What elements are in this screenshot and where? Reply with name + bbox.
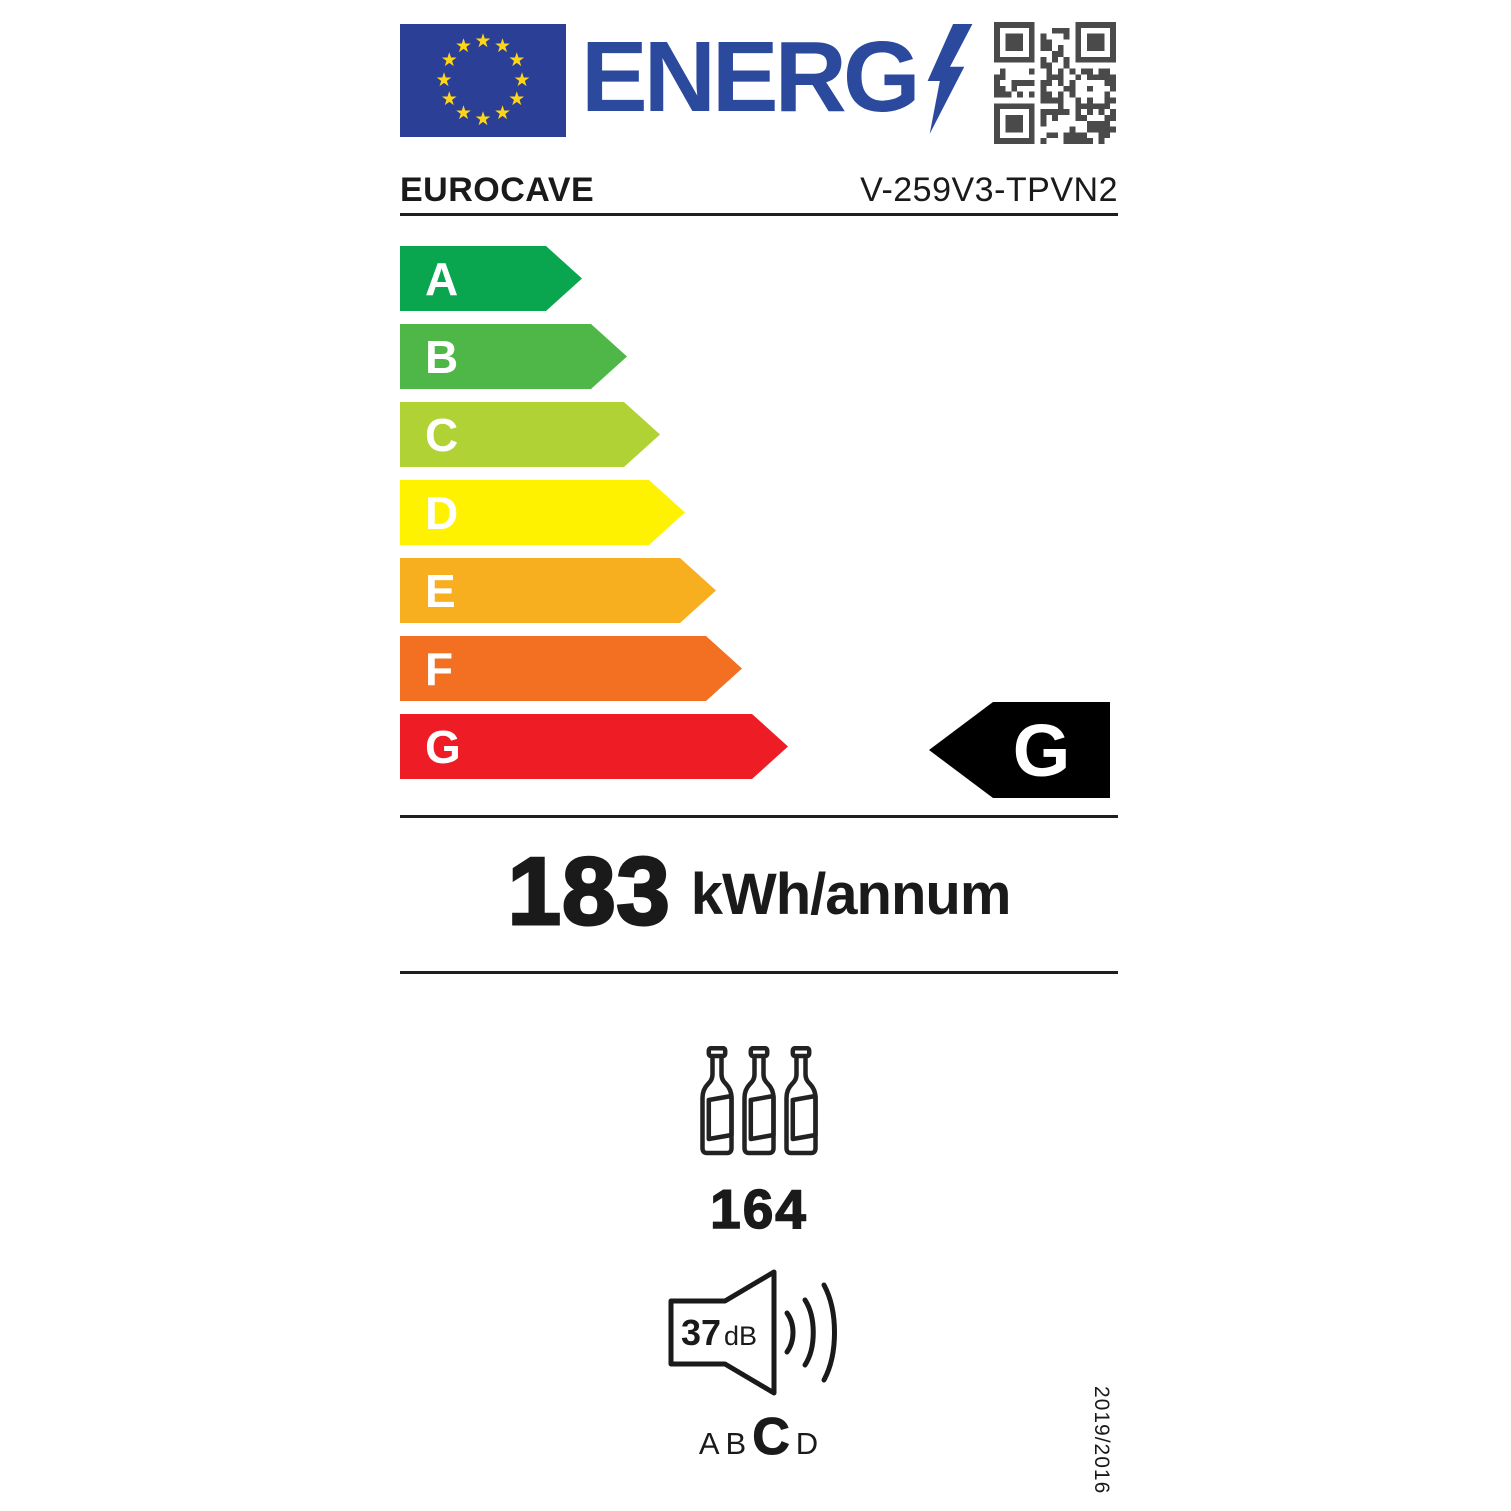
model-identifier: V-259V3-TPVN2 [860, 171, 1118, 209]
eu-star-icon: ★ [493, 35, 512, 57]
class-letter-b: B [425, 330, 459, 383]
class-arrow-b: B [400, 324, 627, 389]
eu-star-icon: ★ [454, 35, 473, 57]
eu-star-icon: ★ [508, 50, 526, 71]
class-letter-e: E [425, 564, 456, 617]
class-arrow-a: A [400, 246, 582, 311]
energ-logo-text: ENERG [581, 20, 921, 133]
eu-flag-icon: ★ ★ ★ ★ ★ ★ ★ ★ ★ ★ ★ ★ [400, 24, 566, 137]
noise-value: 37 [681, 1312, 721, 1353]
energy-consumption-unit: kWh/annum [690, 862, 1012, 927]
noise-scale: A B C D [400, 1407, 1118, 1467]
rated-class-letter: G [1012, 708, 1071, 792]
class-letter-f: F [425, 642, 454, 695]
brand-name: EUROCAVE [400, 171, 595, 209]
noise-scale-d: D [795, 1426, 820, 1461]
eu-star-icon: ★ [474, 108, 492, 130]
noise-scale-a: A [698, 1426, 721, 1461]
class-arrow-f: F [400, 636, 742, 701]
eu-star-icon: ★ [454, 103, 473, 125]
class-arrow-e: E [400, 558, 716, 623]
eu-star-icon: ★ [435, 69, 453, 91]
noise-block: 37 dB A B C D [400, 1268, 1118, 1467]
divider-line [400, 213, 1118, 216]
eu-star-icon: ★ [440, 89, 458, 110]
noise-unit: dB [724, 1321, 757, 1351]
noise-scale-c-active: C [752, 1408, 791, 1467]
efficiency-scale: A B C D E F G [400, 246, 788, 792]
class-letter-g: G [425, 720, 461, 773]
class-letter-c: C [425, 408, 459, 461]
class-letter-a: A [425, 252, 459, 305]
capacity-block: 164 [400, 1046, 1118, 1241]
noise-scale-b: B [725, 1426, 748, 1461]
energy-consumption-value: 183 [506, 836, 671, 946]
lightning-bolt-icon [927, 24, 973, 134]
divider-line [400, 815, 1118, 818]
class-letter-d: D [425, 486, 459, 539]
eu-star-icon: ★ [440, 50, 458, 71]
eu-star-icon: ★ [513, 69, 531, 91]
class-arrow-g: G [400, 714, 788, 779]
qr-code-icon [994, 22, 1116, 144]
eu-star-icon: ★ [508, 89, 526, 110]
eu-star-icon: ★ [474, 30, 492, 52]
divider-line [400, 971, 1118, 974]
brand-row: EUROCAVE V-259V3-TPVN2 [400, 168, 1118, 210]
energy-consumption: 183 kWh/annum [400, 818, 1118, 971]
capacity-value: 164 [709, 1177, 808, 1241]
energ-logo: ENERG [581, 14, 975, 140]
class-arrow-c: C [400, 402, 660, 467]
class-arrow-d: D [400, 480, 685, 545]
regulation-reference: 2019/2016 [1090, 1386, 1113, 1495]
speaker-icon: 37 dB [668, 1269, 837, 1396]
rated-class-arrow: G [929, 702, 1110, 798]
eu-star-icon: ★ [493, 103, 512, 125]
wine-bottles-icon [700, 1046, 821, 1156]
